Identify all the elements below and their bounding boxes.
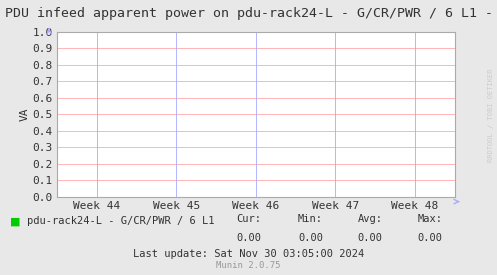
Text: Max:: Max: [417, 214, 442, 224]
Text: 0.00: 0.00 [236, 233, 261, 243]
Text: 0.00: 0.00 [298, 233, 323, 243]
Text: Avg:: Avg: [358, 214, 383, 224]
Text: Cur:: Cur: [236, 214, 261, 224]
Text: PDU infeed apparent power on pdu-rack24-L - G/CR/PWR / 6 L1 - by month: PDU infeed apparent power on pdu-rack24-… [5, 7, 497, 20]
Text: Last update: Sat Nov 30 03:05:00 2024: Last update: Sat Nov 30 03:05:00 2024 [133, 249, 364, 259]
Text: Min:: Min: [298, 214, 323, 224]
Text: Munin 2.0.75: Munin 2.0.75 [216, 261, 281, 270]
Text: 0.00: 0.00 [417, 233, 442, 243]
Text: pdu-rack24-L - G/CR/PWR / 6 L1: pdu-rack24-L - G/CR/PWR / 6 L1 [27, 216, 215, 226]
Text: 0.00: 0.00 [358, 233, 383, 243]
Text: ■: ■ [10, 216, 20, 226]
Text: RRDTOOL / TOBI OETIKER: RRDTOOL / TOBI OETIKER [488, 69, 494, 162]
Y-axis label: VA: VA [20, 107, 30, 121]
